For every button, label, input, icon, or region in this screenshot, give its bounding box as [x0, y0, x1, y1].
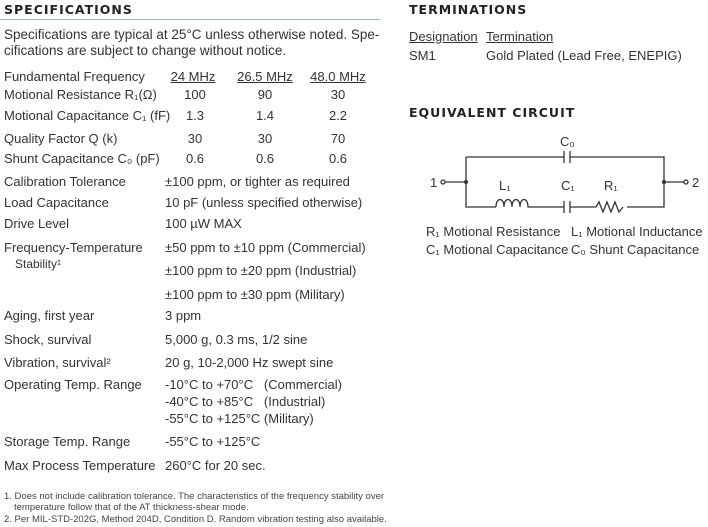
param-value: 260°C for 20 sec. — [165, 458, 266, 473]
specifications-title: SPECIFICATIONS — [4, 2, 133, 17]
col-header: 48.0 MHz — [310, 69, 366, 84]
row-label: Shunt Capacitance C₀ (pF) — [4, 151, 160, 166]
footnote: temperature follow that of the AT thickn… — [14, 502, 249, 513]
node-dot — [464, 180, 468, 184]
col-header: 26.5 MHz — [237, 69, 293, 84]
label-c1: C₁ — [561, 178, 575, 193]
terminations-cell: SM1 — [409, 48, 436, 63]
title-rule — [0, 19, 380, 20]
capacitor-c1-icon — [563, 201, 571, 213]
param-label: Shock, survival — [4, 332, 92, 347]
cell: 90 — [257, 87, 273, 102]
cell: 0.6 — [185, 151, 205, 166]
param-value: ±100 ppm, or tighter as required — [165, 174, 350, 189]
param-value: 5,000 g, 0.3 ms, 1/2 sine — [165, 332, 308, 347]
param-value: 20 g, 10-2,000 Hz swept sine — [165, 355, 334, 370]
label-terminal-1: 1 — [430, 175, 437, 190]
param-value: 3 ppm — [165, 308, 202, 323]
param-value: -10°C to +70°C (Commercial) — [165, 377, 342, 392]
param-value: ±50 ppm to ±10 ppm (Commercial) — [165, 240, 366, 255]
param-label: Stability¹ — [15, 257, 62, 271]
label-c0: C₀ — [560, 134, 575, 149]
intro-text: Specifications are typical at 25°C unles… — [4, 27, 380, 42]
param-label: Vibration, survival² — [4, 355, 111, 370]
param-value: 100 µW MAX — [165, 216, 242, 231]
footnote: 1. Does not include calibration toleranc… — [4, 491, 385, 502]
intro-text: cifications are subject to change withou… — [4, 43, 287, 58]
col-header: 24 MHz — [170, 69, 216, 84]
cell: 30 — [187, 131, 203, 146]
param-label: Load Capacitance — [4, 195, 109, 210]
param-value: -55°C to +125°C (Military) — [165, 411, 314, 426]
cell: 1.4 — [255, 108, 275, 123]
param-label: Frequency-Temperature — [4, 240, 143, 255]
circuit-title: EQUIVALENT CIRCUIT — [409, 105, 576, 120]
terminal-2-icon — [683, 179, 689, 185]
param-label: Storage Temp. Range — [4, 434, 131, 449]
param-label: Calibration Tolerance — [4, 174, 126, 189]
terminal-1-icon — [440, 179, 446, 185]
param-value: ±100 ppm to ±30 ppm (Military) — [165, 287, 345, 302]
cell: 70 — [330, 131, 346, 146]
param-value: -55°C to +125°C — [165, 434, 261, 449]
terminations-header: Designation — [409, 29, 478, 44]
row-label: Motional Capacitance C₁ (fF) — [4, 108, 171, 123]
legend-c0: C₀ Shunt Capacitance — [571, 242, 700, 257]
param-value: 10 pF (unless specified otherwise) — [165, 195, 363, 210]
param-label: Drive Level — [4, 216, 70, 231]
cell: 0.6 — [328, 151, 348, 166]
freq-header-label: Fundamental Frequency — [4, 69, 145, 84]
param-label: Aging, first year — [4, 308, 95, 323]
cell: 0.6 — [255, 151, 275, 166]
cell: 30 — [330, 87, 346, 102]
param-label: Operating Temp. Range — [4, 377, 142, 392]
row-label: Quality Factor Q (k) — [4, 131, 118, 146]
row-label: Motional Resistance R₁(Ω) — [4, 87, 157, 102]
cell: 2.2 — [328, 108, 348, 123]
terminations-cell: Gold Plated (Lead Free, ENEPIG) — [486, 48, 682, 63]
resistor-r1-icon — [595, 200, 624, 214]
footnote: 2. Per MIL-STD-202G, Method 204D, Condit… — [4, 514, 387, 525]
legend-c1: C₁ Motional Capacitance — [426, 242, 569, 257]
legend-l1: L₁ Motional Inductance — [571, 224, 703, 239]
param-value: -40°C to +85°C (Industrial) — [165, 394, 326, 409]
cell: 30 — [257, 131, 273, 146]
label-terminal-2: 2 — [692, 175, 699, 190]
terminations-title: TERMINATIONS — [409, 2, 528, 17]
param-label: Max Process Temperature — [4, 458, 156, 473]
terminations-header: Termination — [486, 29, 554, 44]
param-value: ±100 ppm to ±20 ppm (Industrial) — [165, 263, 357, 278]
inductor-l1-icon — [495, 198, 533, 208]
legend-r1: R₁ Motional Resistance — [426, 224, 561, 239]
cell: 1.3 — [185, 108, 205, 123]
label-r1: R₁ — [604, 178, 618, 193]
capacitor-c0-icon — [563, 151, 571, 163]
cell: 100 — [184, 87, 206, 102]
node-dot — [662, 180, 666, 184]
label-l1: L₁ — [499, 178, 511, 193]
